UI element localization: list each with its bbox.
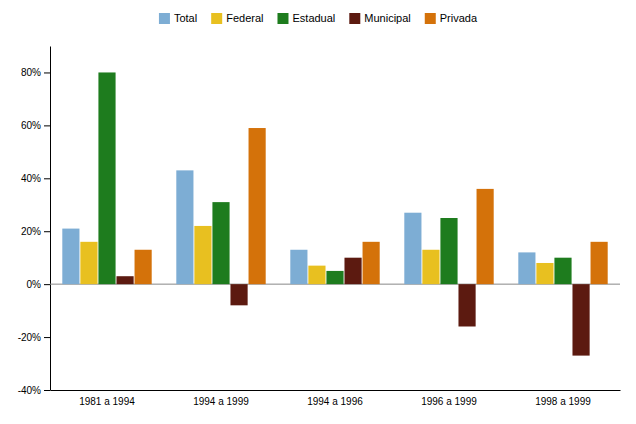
series: [62, 170, 535, 284]
bar: [194, 226, 211, 284]
y-tick: -20%: [18, 332, 50, 343]
bar: [230, 284, 247, 305]
bar: [308, 266, 325, 285]
bar: [572, 284, 589, 355]
bar: [518, 252, 535, 284]
y-tick-label: -40%: [18, 385, 41, 396]
bar: [477, 189, 494, 284]
y-tick-mark: [44, 72, 50, 73]
y-tick-mark: [44, 390, 50, 391]
x-tick: 1994 a 1996: [307, 396, 363, 407]
bars: [50, 72, 620, 355]
y-tick-mark: [44, 125, 50, 126]
legend-label: Privada: [440, 12, 478, 24]
bar: [62, 229, 79, 285]
bar: [554, 258, 571, 284]
x-axis: 1981 a 1994 1994 a 1999 1994 a 1996 1996 a …: [51, 391, 621, 408]
legend-label: Municipal: [364, 12, 410, 24]
legend-label: Federal: [226, 12, 263, 24]
bar: [116, 276, 133, 284]
bar: [344, 258, 361, 284]
legend-item: Estadual: [277, 12, 335, 24]
legend-item: Total: [159, 12, 197, 24]
bar: [290, 250, 307, 284]
y-tick: 80%: [21, 67, 50, 78]
legend-swatch: [277, 13, 288, 24]
y-tick: 40%: [21, 173, 50, 184]
x-tick-label: 1981 a 1994: [79, 396, 135, 407]
series: [135, 128, 608, 284]
series: [116, 258, 589, 356]
y-tick-label: 60%: [21, 120, 41, 131]
bar: [363, 242, 380, 284]
y-tick-label: 80%: [21, 67, 41, 78]
legend-item: Privada: [425, 12, 478, 24]
bar: [249, 128, 266, 284]
chart: -40% -20% 0% 20% 40% 60% 80% 1981 a 1994 1994 a …: [0, 0, 636, 424]
x-tick: 1996 a 1999: [421, 396, 477, 407]
legend-label: Total: [174, 12, 197, 24]
bar: [440, 218, 457, 284]
bar: [98, 72, 115, 284]
bar: [80, 242, 97, 284]
x-tick-label: 1994 a 1999: [193, 396, 249, 407]
y-axis: -40% -20% 0% 20% 40% 60% 80%: [18, 47, 51, 396]
y-tick: 0%: [27, 279, 50, 290]
y-tick-label: 40%: [21, 173, 41, 184]
bar: [176, 170, 193, 284]
y-tick-label: 20%: [21, 226, 41, 237]
series: [98, 72, 571, 284]
x-tick: 1981 a 1994: [79, 396, 135, 407]
bar: [212, 202, 229, 284]
x-tick-label: 1998 a 1999: [535, 396, 591, 407]
y-tick-mark: [44, 178, 50, 179]
y-tick-label: -20%: [18, 332, 41, 343]
bar: [326, 271, 343, 284]
y-tick: -40%: [18, 385, 50, 396]
y-tick-mark: [44, 337, 50, 338]
legend-swatch: [211, 13, 222, 24]
legend-swatch: [159, 13, 170, 24]
bar: [591, 242, 608, 284]
x-axis-line: [51, 390, 621, 391]
x-tick: 1998 a 1999: [535, 396, 591, 407]
x-tick-label: 1994 a 1996: [307, 396, 363, 407]
legend-label: Estadual: [292, 12, 335, 24]
bar: [404, 213, 421, 284]
y-axis-line: [50, 47, 51, 391]
bar: [422, 250, 439, 284]
bar: [135, 250, 152, 284]
y-tick-label: 0%: [27, 279, 42, 290]
legend: Total Federal Estadual Municipal Privada: [159, 12, 478, 24]
legend-swatch: [425, 13, 436, 24]
y-tick: 20%: [21, 226, 50, 237]
bar: [458, 284, 475, 326]
x-tick: 1994 a 1999: [193, 396, 249, 407]
legend-item: Municipal: [349, 12, 410, 24]
legend-item: Federal: [211, 12, 263, 24]
y-tick: 60%: [21, 120, 50, 131]
y-tick-mark: [44, 284, 50, 285]
x-tick-label: 1996 a 1999: [421, 396, 477, 407]
legend-swatch: [349, 13, 360, 24]
y-tick-mark: [44, 231, 50, 232]
bar: [536, 263, 553, 284]
